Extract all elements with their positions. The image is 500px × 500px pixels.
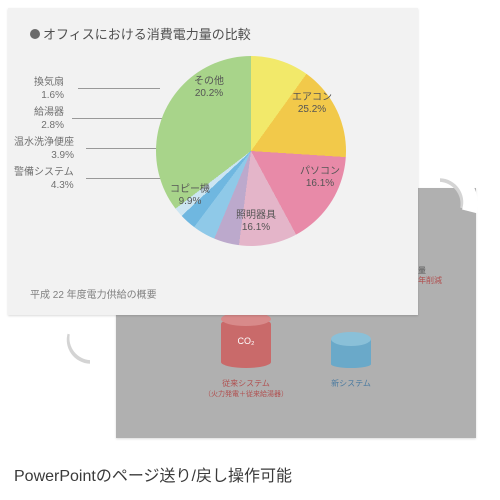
page-next-arrow-icon[interactable] — [394, 158, 486, 250]
ext-label-kyutou: 給湯器2.8% — [34, 106, 64, 132]
caption: PowerPointのページ送り/戻し操作可能 — [14, 462, 292, 486]
ext-label-keibi: 警備システム4.3% — [14, 166, 74, 192]
slide-front: オフィスにおける消費電力量の比較 換気扇1.6% 給湯器2.8% 温水洗浄便座3… — [8, 8, 418, 315]
page-prev-arrow-icon[interactable] — [44, 292, 136, 384]
pie-label-aircon: エアコン25.2% — [292, 92, 332, 116]
pie-label-pc: パソコン16.1% — [300, 166, 340, 190]
pie-label-copy: コピー機9.9% — [170, 184, 210, 208]
ext-label-kanki: 換気扇1.6% — [34, 76, 64, 102]
ext-label-onsui: 温水洗浄便座3.9% — [14, 136, 74, 162]
cylinder-right: 新システム — [331, 332, 371, 374]
front-title: オフィスにおける消費電力量の比較 — [30, 24, 251, 43]
cylinder-left: CO₂ 従来システム （火力発電＋従来給湯器） — [221, 312, 271, 374]
pie-chart: エアコン25.2% パソコン16.1% 照明器具16.1% コピー機9.9% そ… — [156, 56, 346, 246]
bullet-icon — [30, 29, 40, 39]
pie-label-shoumei: 照明器具16.1% — [236, 210, 276, 234]
pie-label-sonota: その他20.2% — [194, 76, 224, 100]
